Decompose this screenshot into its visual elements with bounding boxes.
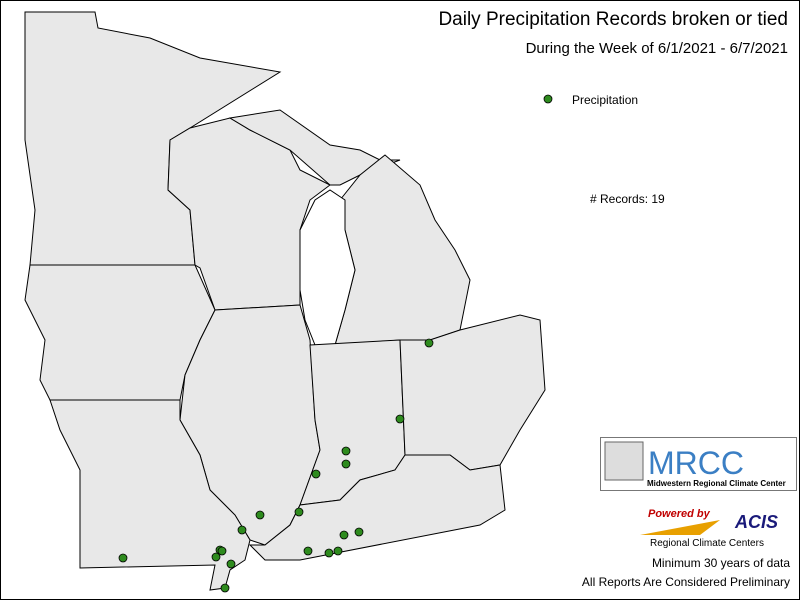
acis-name: ACIS xyxy=(734,512,778,532)
record-point xyxy=(303,546,313,556)
logo-full-name: Midwestern Regional Climate Center xyxy=(647,479,786,488)
record-point xyxy=(395,414,405,424)
states xyxy=(24,11,546,591)
records-count: # Records: 19 xyxy=(590,192,665,206)
acis-swoosh xyxy=(640,520,720,535)
record-point xyxy=(324,548,334,558)
kentucky xyxy=(248,454,506,561)
record-point xyxy=(354,527,364,537)
record-point xyxy=(217,546,227,556)
record-points xyxy=(118,338,434,593)
legend-label: Precipitation xyxy=(572,93,638,107)
legend-marker xyxy=(543,94,553,104)
note: All Reports Are Considered Preliminary xyxy=(582,575,790,589)
record-point xyxy=(424,338,434,348)
record-point xyxy=(255,510,265,520)
record-point xyxy=(237,525,247,535)
logo-icon xyxy=(604,441,644,481)
record-point xyxy=(339,530,349,540)
subtitle: During the Week of 6/1/2021 - 6/7/2021 xyxy=(526,40,788,57)
lake-michigan xyxy=(299,189,356,346)
record-point xyxy=(341,459,351,469)
mrcc-logo: MRCC Midwestern Regional Climate Center xyxy=(600,437,797,491)
logo-name: MRCC xyxy=(648,445,744,481)
missouri xyxy=(49,399,251,591)
record-point xyxy=(220,583,230,593)
acis-sub: Regional Climate Centers xyxy=(650,538,764,549)
record-point xyxy=(311,469,321,479)
title: Daily Precipitation Records broken or ti… xyxy=(438,9,788,30)
record-point xyxy=(226,559,236,569)
record-point xyxy=(118,553,128,563)
acis-logo: Powered by ACIS Regional Climate Centers xyxy=(640,508,778,549)
record-point xyxy=(341,446,351,456)
record-point xyxy=(294,507,304,517)
note: Minimum 30 years of data xyxy=(652,556,790,570)
record-point xyxy=(333,546,343,556)
acis-powered: Powered by xyxy=(648,508,711,520)
record-point xyxy=(211,552,221,562)
